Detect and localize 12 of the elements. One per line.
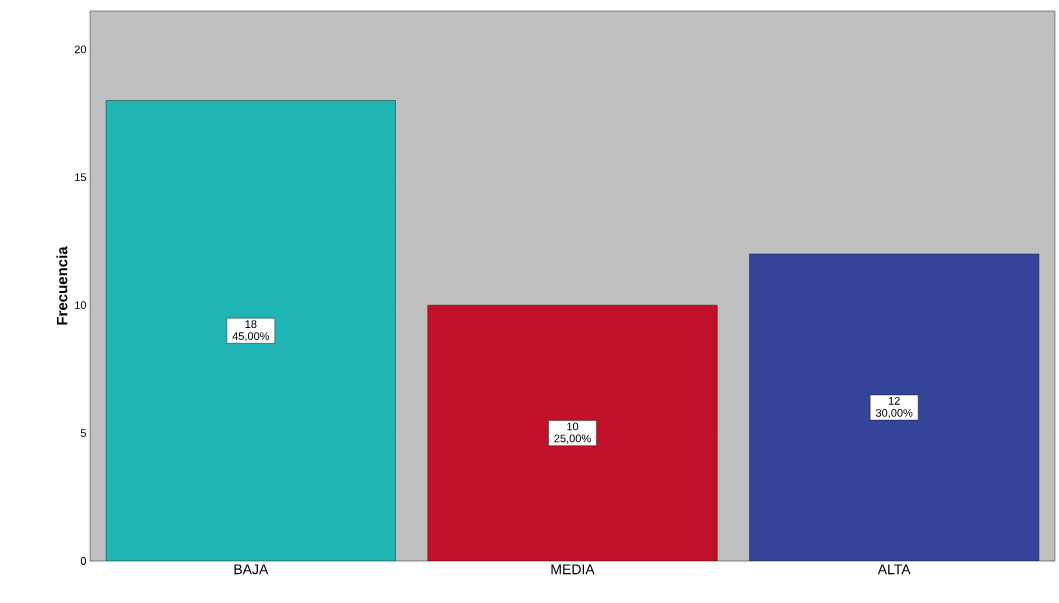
data-label: 10 25,00%: [554, 422, 591, 444]
y-tick-label: 20: [74, 45, 87, 54]
y-tick-label: 5: [80, 429, 87, 437]
data-label: 12 30,00%: [875, 396, 913, 419]
x-tick-label: BAJA: [234, 564, 269, 575]
x-tick-label: MEDIA: [551, 564, 595, 575]
x-tick-label: ALTA: [877, 564, 911, 575]
y-tick-label: 10: [75, 301, 87, 310]
y-axis-title: Frecuencia: [56, 246, 68, 325]
y-tick-label: 15: [75, 173, 87, 182]
data-label: 18 45,00%: [232, 320, 270, 342]
y-tick-label: 0: [80, 557, 87, 565]
